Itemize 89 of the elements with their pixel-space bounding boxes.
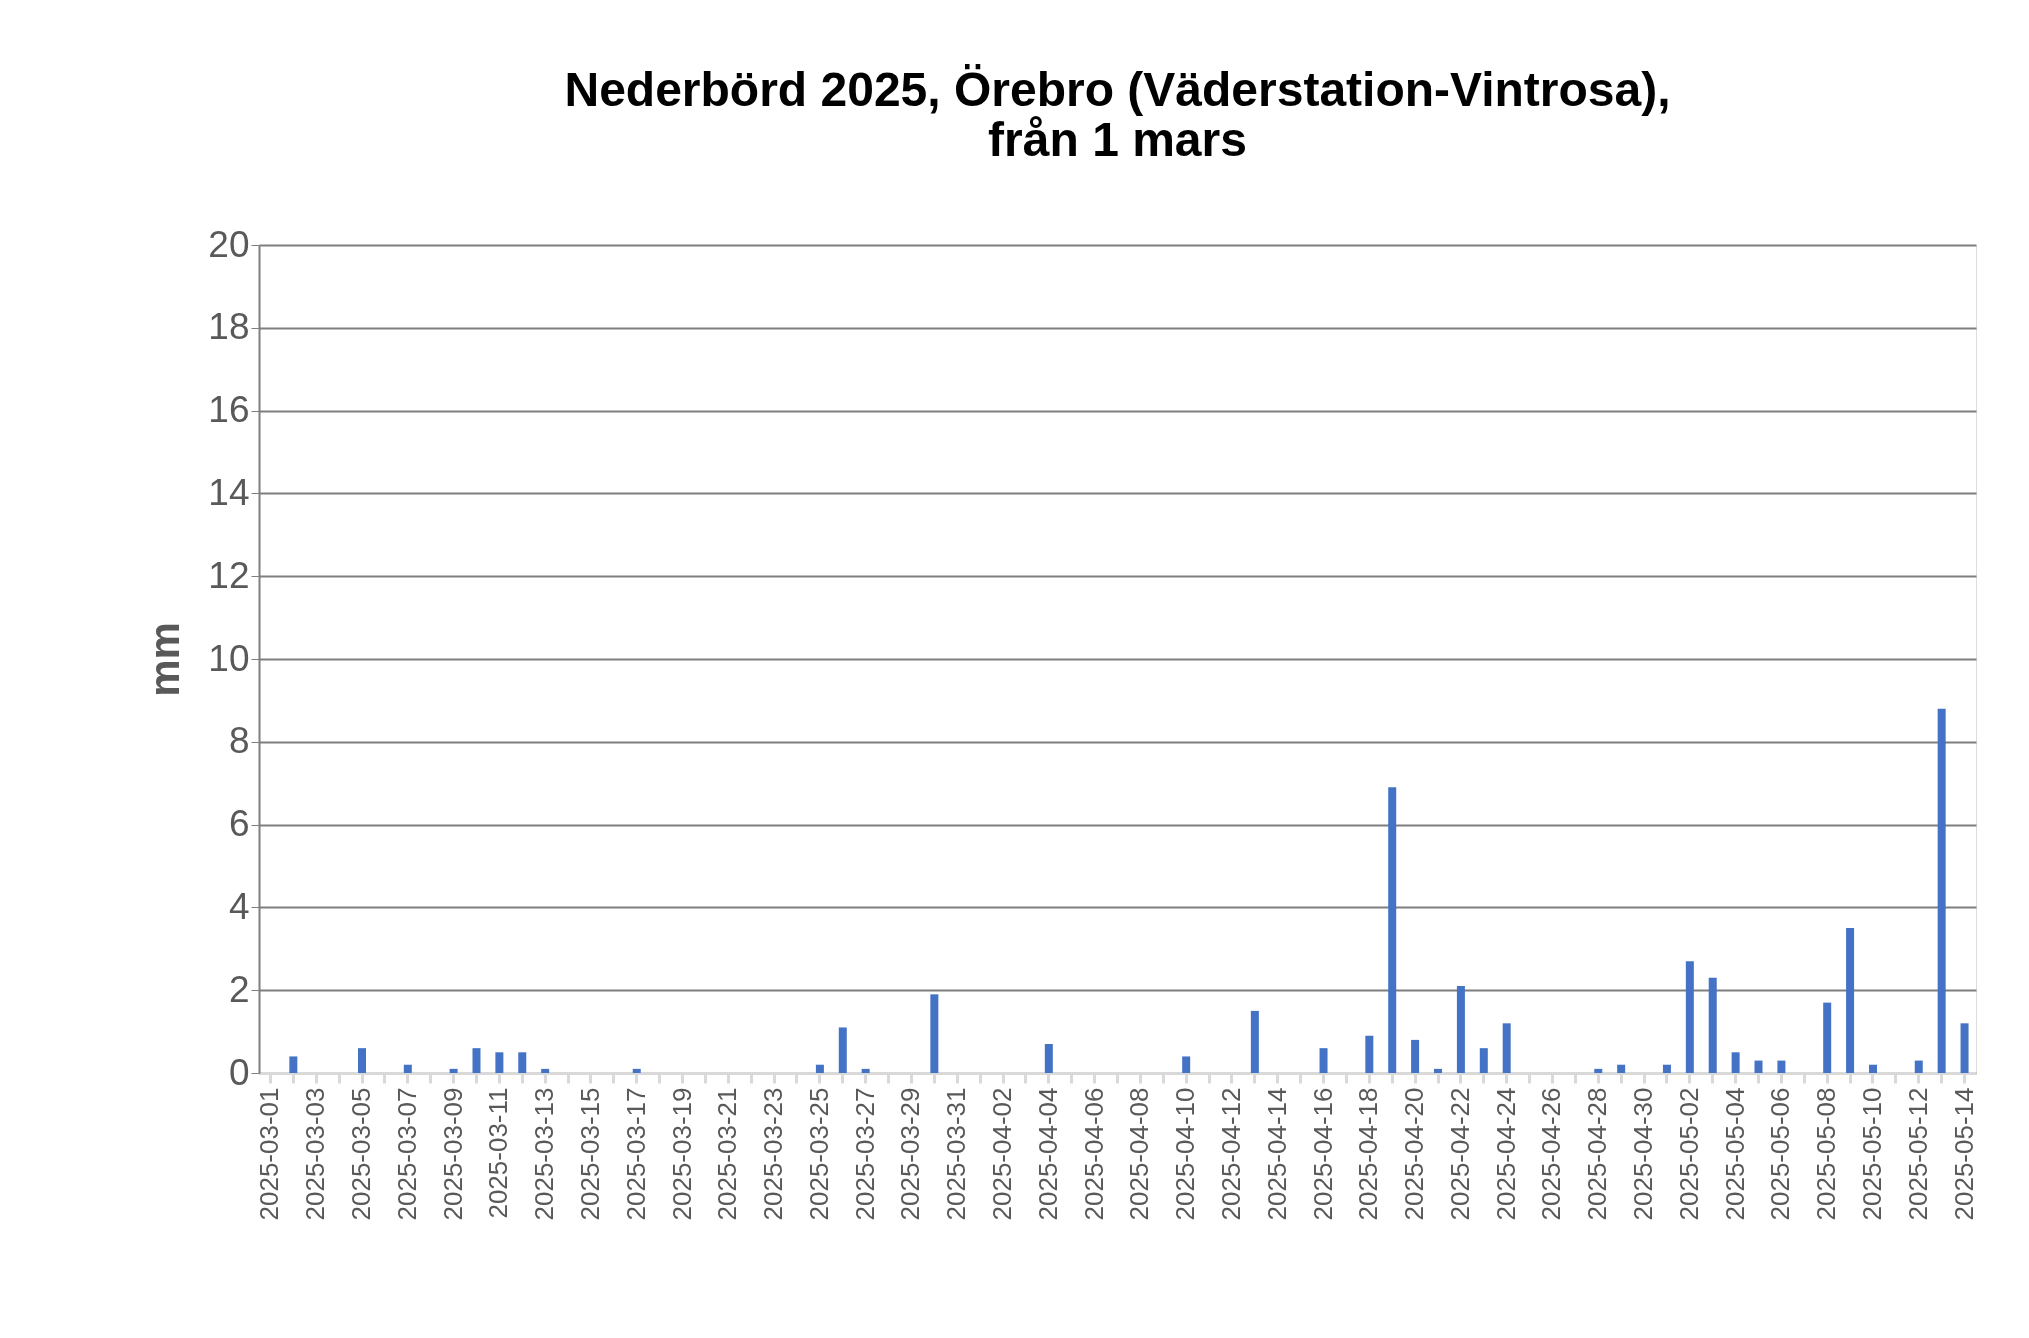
bar	[1960, 1023, 1969, 1073]
x-tick-label: 2025-03-29	[895, 1087, 926, 1221]
y-tick-label: 12	[208, 554, 250, 596]
bar	[1365, 1035, 1374, 1073]
x-tick-label: 2025-03-27	[849, 1087, 880, 1221]
bar	[1250, 1010, 1259, 1073]
bar	[1388, 787, 1397, 1073]
x-tick-label: 2025-03-09	[437, 1087, 468, 1221]
bar	[1731, 1052, 1740, 1073]
bar	[861, 1068, 870, 1073]
x-tick-label: 2025-04-14	[1261, 1087, 1292, 1221]
x-tick-label: 2025-04-24	[1490, 1087, 1521, 1221]
x-tick-label: 2025-03-17	[620, 1087, 651, 1221]
x-tick-label: 2025-03-19	[666, 1087, 697, 1221]
bar	[1502, 1023, 1511, 1073]
bar	[1914, 1060, 1923, 1073]
x-tick-label: 2025-03-25	[803, 1087, 834, 1221]
y-tick-label: 6	[228, 803, 250, 845]
bar	[930, 994, 939, 1073]
y-tick-label: 10	[208, 637, 250, 679]
bar	[472, 1048, 481, 1073]
bar	[1319, 1048, 1328, 1073]
bar	[1617, 1064, 1626, 1073]
x-tick-label: 2025-04-30	[1628, 1087, 1659, 1221]
bar	[815, 1064, 824, 1073]
bar	[1044, 1044, 1053, 1073]
x-tick-label: 2025-03-31	[941, 1087, 972, 1221]
bar	[1594, 1068, 1603, 1073]
bar	[1937, 708, 1946, 1073]
x-tick-label: 2025-03-01	[254, 1087, 285, 1221]
bar	[495, 1052, 504, 1073]
bar	[1823, 1002, 1832, 1073]
bar	[289, 1056, 298, 1073]
x-tick-label: 2025-03-03	[300, 1087, 331, 1221]
bar	[1434, 1068, 1443, 1073]
x-tick-label: 2025-05-10	[1856, 1087, 1887, 1221]
x-tick-label: 2025-03-23	[758, 1087, 789, 1221]
x-tick-label: 2025-04-08	[1124, 1087, 1155, 1221]
x-tick-label: 2025-04-02	[987, 1087, 1018, 1221]
bar	[632, 1068, 641, 1073]
bar	[541, 1068, 550, 1073]
bar	[838, 1027, 847, 1073]
bar	[1777, 1060, 1786, 1073]
x-tick-label: 2025-04-28	[1582, 1087, 1613, 1221]
bar	[1868, 1064, 1877, 1073]
bar	[1685, 961, 1694, 1073]
bar	[403, 1064, 412, 1073]
x-tick-label: 2025-05-04	[1719, 1087, 1750, 1221]
x-tick-label: 2025-03-05	[346, 1087, 377, 1221]
bar	[449, 1068, 458, 1073]
chart-title: Nederbörd 2025, Örebro (Väderstation-Vintrosa), från 1 mars	[564, 63, 1671, 166]
y-tick-label: 8	[228, 720, 250, 762]
bar	[1479, 1048, 1488, 1073]
x-tick-label: 2025-05-12	[1902, 1087, 1933, 1221]
y-tick-label: 4	[228, 885, 250, 927]
y-tick-label: 20	[208, 223, 250, 265]
bar	[1846, 928, 1855, 1073]
bar	[1456, 986, 1465, 1073]
x-tick-label: 2025-05-06	[1765, 1087, 1796, 1221]
x-tick-label: 2025-04-16	[1307, 1087, 1338, 1221]
x-tick-label: 2025-04-18	[1353, 1087, 1384, 1221]
x-tick-label: 2025-03-15	[574, 1087, 605, 1221]
bar	[1182, 1056, 1191, 1073]
bar	[518, 1052, 527, 1073]
y-tick-label: 14	[208, 471, 250, 513]
bar	[1754, 1060, 1763, 1073]
y-tick-label: 16	[208, 389, 250, 431]
x-tick-label: 2025-05-02	[1673, 1087, 1704, 1221]
x-tick-label: 2025-03-11	[483, 1087, 514, 1219]
y-tick-label: 2	[228, 968, 250, 1010]
bar	[358, 1048, 367, 1073]
x-tick-label: 2025-04-06	[1078, 1087, 1109, 1221]
x-tick-label: 2025-04-10	[1170, 1087, 1201, 1221]
x-tick-label: 2025-05-08	[1811, 1087, 1842, 1221]
y-axis-title: mm	[141, 622, 189, 697]
bar	[1662, 1064, 1671, 1073]
x-tick-label: 2025-04-04	[1032, 1087, 1063, 1221]
y-tick-label: 18	[208, 306, 250, 348]
x-tick-label: 2025-03-21	[712, 1087, 743, 1221]
x-tick-label: 2025-04-20	[1399, 1087, 1430, 1221]
x-tick-label: 2025-05-14	[1948, 1087, 1979, 1221]
x-tick-label: 2025-04-22	[1444, 1087, 1475, 1221]
bar	[1708, 977, 1717, 1073]
y-tick-label: 0	[228, 1051, 250, 1093]
bar	[1411, 1039, 1420, 1073]
x-tick-label: 2025-03-07	[391, 1087, 422, 1221]
x-tick-label: 2025-03-13	[529, 1087, 560, 1221]
x-tick-label: 2025-04-26	[1536, 1087, 1567, 1221]
x-tick-label: 2025-04-12	[1215, 1087, 1246, 1221]
